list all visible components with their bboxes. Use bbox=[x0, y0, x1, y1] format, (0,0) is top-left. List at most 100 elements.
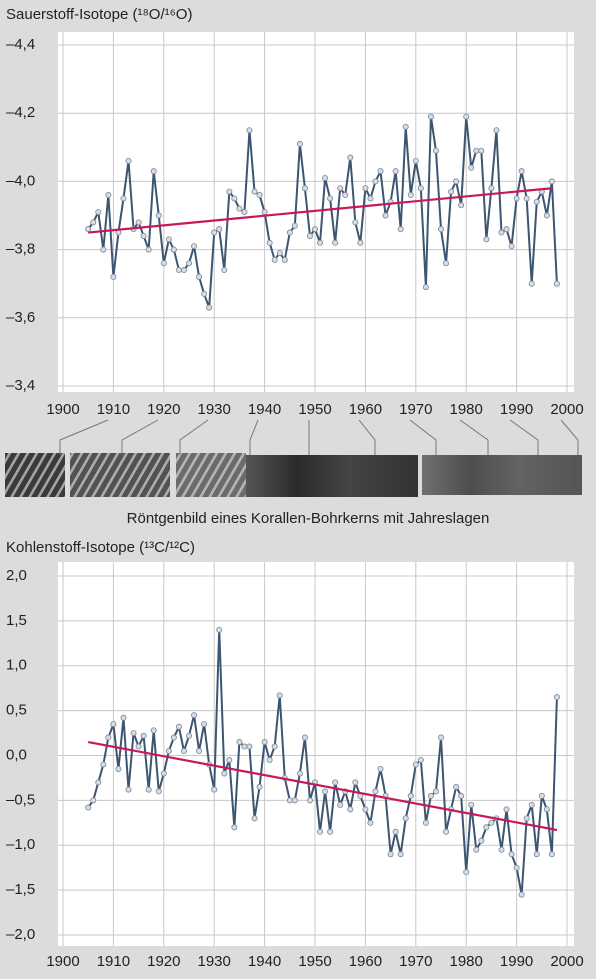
data-point bbox=[116, 766, 121, 771]
data-point bbox=[176, 724, 181, 729]
connector bbox=[460, 420, 488, 455]
data-point bbox=[438, 735, 443, 740]
data-point bbox=[131, 730, 136, 735]
data-point bbox=[202, 291, 207, 296]
y-tick-label: –1,0 bbox=[6, 836, 35, 853]
data-point bbox=[504, 227, 509, 232]
y-tick-label: 1,0 bbox=[6, 657, 27, 674]
data-point bbox=[509, 244, 514, 249]
y-tick-label: –0,5 bbox=[6, 791, 35, 808]
data-point bbox=[262, 739, 267, 744]
data-point bbox=[383, 213, 388, 218]
y-tick-label: –2,0 bbox=[6, 926, 35, 943]
data-point bbox=[489, 186, 494, 191]
data-point bbox=[358, 240, 363, 245]
data-point bbox=[413, 762, 418, 767]
connector bbox=[122, 420, 158, 455]
data-point bbox=[529, 802, 534, 807]
data-point bbox=[96, 209, 101, 214]
data-point bbox=[212, 230, 217, 235]
core-image bbox=[5, 453, 582, 497]
x-tick-label: 1950 bbox=[298, 401, 331, 418]
data-point bbox=[343, 192, 348, 197]
data-point bbox=[126, 787, 131, 792]
data-point bbox=[373, 789, 378, 794]
data-point bbox=[428, 114, 433, 119]
data-point bbox=[393, 829, 398, 834]
y-tick-label: –4,2 bbox=[6, 104, 35, 121]
data-point bbox=[433, 789, 438, 794]
data-point bbox=[403, 816, 408, 821]
data-point bbox=[262, 209, 267, 214]
connector bbox=[561, 420, 578, 455]
x-tick-label: 1940 bbox=[248, 953, 281, 970]
data-point bbox=[348, 807, 353, 812]
page: Röntgenbild eines Korallen-Bohrkerns mit… bbox=[0, 0, 596, 979]
data-point bbox=[403, 124, 408, 129]
data-point bbox=[222, 267, 227, 272]
data-point bbox=[398, 227, 403, 232]
data-point bbox=[524, 816, 529, 821]
x-tick-label: 1920 bbox=[147, 401, 180, 418]
data-point bbox=[91, 220, 96, 225]
data-point bbox=[443, 829, 448, 834]
data-point bbox=[106, 735, 111, 740]
data-point bbox=[469, 165, 474, 170]
data-point bbox=[317, 240, 322, 245]
data-point bbox=[489, 820, 494, 825]
data-point bbox=[333, 780, 338, 785]
data-point bbox=[126, 158, 131, 163]
data-point bbox=[322, 789, 327, 794]
data-point bbox=[121, 196, 126, 201]
figure: Röntgenbild eines Korallen-Bohrkerns mit… bbox=[0, 0, 596, 979]
data-point bbox=[252, 189, 257, 194]
y-tick-label: 1,5 bbox=[6, 612, 27, 629]
y-tick-label: –1,5 bbox=[6, 881, 35, 898]
data-point bbox=[86, 805, 91, 810]
core-connectors bbox=[60, 420, 578, 455]
y-tick-label: –4,0 bbox=[6, 172, 35, 189]
data-point bbox=[398, 852, 403, 857]
data-point bbox=[423, 820, 428, 825]
data-point bbox=[302, 735, 307, 740]
data-point bbox=[217, 627, 222, 632]
data-point bbox=[247, 744, 252, 749]
data-point bbox=[328, 196, 333, 201]
data-point bbox=[428, 793, 433, 798]
data-point bbox=[418, 757, 423, 762]
data-point bbox=[171, 247, 176, 252]
data-point bbox=[388, 852, 393, 857]
data-point bbox=[393, 169, 398, 174]
data-point bbox=[121, 715, 126, 720]
data-point bbox=[474, 847, 479, 852]
data-point bbox=[176, 267, 181, 272]
data-point bbox=[534, 199, 539, 204]
data-point bbox=[267, 240, 272, 245]
data-point bbox=[242, 209, 247, 214]
data-point bbox=[136, 220, 141, 225]
data-point bbox=[252, 816, 257, 821]
data-point bbox=[378, 169, 383, 174]
y-tick-label: 0,0 bbox=[6, 746, 27, 763]
data-point bbox=[191, 244, 196, 249]
data-point bbox=[272, 744, 277, 749]
data-point bbox=[156, 789, 161, 794]
data-point bbox=[554, 695, 559, 700]
data-point bbox=[514, 865, 519, 870]
data-point bbox=[338, 802, 343, 807]
chart-title: Kohlenstoff-Isotope (¹³C/¹²C) bbox=[6, 539, 195, 556]
data-point bbox=[156, 213, 161, 218]
x-tick-label: 1970 bbox=[399, 953, 432, 970]
data-point bbox=[146, 787, 151, 792]
data-point bbox=[222, 771, 227, 776]
data-point bbox=[287, 230, 292, 235]
core-segment bbox=[70, 453, 170, 497]
data-point bbox=[297, 141, 302, 146]
data-point bbox=[207, 305, 212, 310]
data-point bbox=[433, 148, 438, 153]
data-point bbox=[459, 203, 464, 208]
x-tick-label: 1990 bbox=[500, 401, 533, 418]
x-tick-label: 1990 bbox=[500, 953, 533, 970]
data-point bbox=[519, 169, 524, 174]
connector bbox=[359, 420, 375, 455]
